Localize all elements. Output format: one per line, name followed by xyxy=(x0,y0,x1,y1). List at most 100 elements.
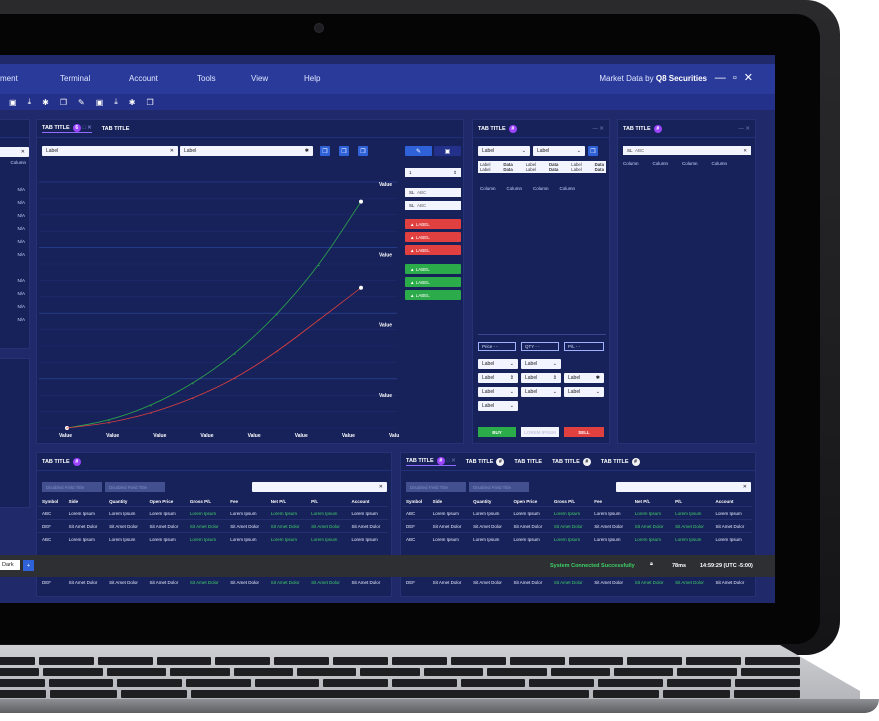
column-header[interactable]: Column xyxy=(559,186,576,191)
column-header[interactable]: Gross P/L xyxy=(553,499,576,504)
column-header[interactable]: P/L xyxy=(311,499,319,504)
pen-icon[interactable]: ✎ xyxy=(77,97,85,107)
tab-order[interactable]: TAB TITLE # xyxy=(478,124,517,133)
data-point[interactable] xyxy=(318,319,320,321)
left-panel-select[interactable]: ✕ xyxy=(0,147,29,157)
green-label-button[interactable]: ▲ LABEL xyxy=(405,277,461,287)
red-label-button[interactable]: ▲ LABEL xyxy=(405,232,461,242)
close-icon[interactable]: ✕ xyxy=(742,484,747,490)
data-point[interactable] xyxy=(150,405,152,407)
tab-right-5[interactable]: TAB TITLE # xyxy=(601,457,640,466)
save-icon[interactable]: ▣ xyxy=(95,97,104,107)
data-point[interactable] xyxy=(66,427,68,429)
close-icon[interactable]: ✕ xyxy=(169,148,174,154)
series-line-0[interactable] xyxy=(66,201,362,429)
close-icon[interactable]: ✕ xyxy=(20,149,25,155)
data-point[interactable] xyxy=(234,378,236,380)
column-header[interactable]: Column xyxy=(480,186,496,191)
positions-search[interactable]: ✕ xyxy=(252,482,387,492)
tab-chart-2[interactable]: TAB TITLE xyxy=(101,125,130,132)
column-header[interactable]: Symbol xyxy=(406,499,423,504)
copy-icon[interactable]: ❐ xyxy=(59,97,67,107)
column-header[interactable]: Gross P/L xyxy=(189,499,212,504)
sl-field-1[interactable]: SL ABC xyxy=(405,188,461,197)
column-header[interactable]: Account xyxy=(351,499,370,504)
copy-button[interactable]: ❐ xyxy=(320,146,330,156)
menu-item-account[interactable]: Account xyxy=(129,74,158,83)
buy-button[interactable]: BUY xyxy=(478,427,516,437)
order-select[interactable]: Label ✱ xyxy=(564,373,604,383)
data-point[interactable] xyxy=(192,397,194,400)
data-point[interactable] xyxy=(108,420,110,422)
table-row[interactable]: DEF Sit Amet Dolor Sit Amet Dolor Sit Amet … xyxy=(402,575,752,589)
copy-button[interactable]: ❐ xyxy=(339,146,349,156)
order-select[interactable]: Label ⌄ xyxy=(478,387,518,397)
positions-right-search[interactable]: ✕ xyxy=(616,482,751,492)
order-select[interactable]: Label ⌄ xyxy=(521,387,561,397)
download-icon[interactable]: ⤓ xyxy=(114,97,118,106)
menu-item-view[interactable]: View xyxy=(251,74,269,83)
data-point[interactable] xyxy=(276,351,278,353)
column-header[interactable]: Column xyxy=(533,186,549,191)
column-header[interactable]: Open Price xyxy=(149,499,174,504)
table-row[interactable]: ABC Lorem Ipsum Lorem Ipsum Lorem Ipsum Lore… xyxy=(402,532,752,546)
red-label-button[interactable]: ▲ LABEL xyxy=(405,245,461,255)
column-header[interactable]: Column xyxy=(623,161,639,166)
gear-icon[interactable]: ✱ xyxy=(128,97,136,107)
order-select[interactable]: Label ⌄ xyxy=(521,359,561,369)
menu-item-tools[interactable]: Tools xyxy=(197,74,216,83)
add-button[interactable]: + xyxy=(23,560,34,571)
column-header[interactable]: Net P/L xyxy=(634,499,651,504)
order-select[interactable]: Label ⌄ xyxy=(564,387,604,397)
table-row[interactable]: ABC Lorem Ipsum Lorem Ipsum Lorem Ipsum Lore… xyxy=(402,506,752,520)
chart-select-1[interactable]: Label ✕ xyxy=(42,146,178,156)
tab-chart-1[interactable]: TAB TITLE 6 □ ✕ xyxy=(42,124,92,133)
column-header[interactable]: Symbol xyxy=(42,499,59,504)
edit-button[interactable]: ✎ xyxy=(405,146,432,156)
column-header[interactable]: Net P/L xyxy=(270,499,287,504)
table-row[interactable]: ABC Lorem Ipsum Lorem Ipsum Lorem Ipsum Lore… xyxy=(38,506,388,520)
stepper-icon[interactable]: ⇕ xyxy=(453,169,457,175)
menu-item-management[interactable]: ment xyxy=(0,74,18,83)
tab-right-3[interactable]: TAB TITLE xyxy=(514,458,543,465)
series-line-1[interactable] xyxy=(66,287,362,429)
column-header[interactable]: Fee xyxy=(230,499,239,504)
data-point[interactable] xyxy=(359,199,363,204)
data-point[interactable] xyxy=(234,353,236,355)
tab-right[interactable]: TAB TITLE # xyxy=(623,124,662,133)
price-input[interactable]: Price - - xyxy=(478,342,516,351)
tab-right-2[interactable]: TAB TITLE # xyxy=(466,457,505,466)
green-label-button[interactable]: ▲ LABEL xyxy=(405,264,461,274)
window-controls[interactable]: — ▫ ✕ xyxy=(714,72,755,84)
table-row[interactable]: DEF Sit Amet Dolor Sit Amet Dolor Sit Amet … xyxy=(38,575,388,589)
column-header[interactable]: Side xyxy=(432,499,443,504)
column-header[interactable]: Account xyxy=(715,499,734,504)
data-point[interactable] xyxy=(108,422,110,424)
pl-input[interactable]: P/L - - xyxy=(564,342,604,351)
column-header[interactable]: Column xyxy=(711,161,728,166)
line-chart[interactable]: Value Value Value Value Value Value Value Value… xyxy=(39,162,402,440)
theme-toggle[interactable]: Dark xyxy=(0,560,20,570)
qty-input[interactable]: QTY - - xyxy=(521,342,559,351)
quantity-stepper[interactable]: 1 ⇕ xyxy=(405,168,461,177)
table-row[interactable]: ABC Lorem Ipsum Lorem Ipsum Lorem Ipsum Lore… xyxy=(38,532,388,546)
data-point[interactable] xyxy=(150,412,152,414)
gear-icon[interactable]: ✱ xyxy=(42,97,49,107)
save-icon[interactable]: ▣ xyxy=(9,97,17,107)
copy-icon[interactable]: ❐ xyxy=(146,97,154,107)
data-point[interactable] xyxy=(276,314,278,316)
tab-close-icon[interactable]: □ ✕ xyxy=(446,458,456,464)
close-icon[interactable]: ✕ xyxy=(378,484,383,490)
order-select[interactable]: Label ⌄ xyxy=(478,401,518,411)
order-select[interactable]: Label ⌄ xyxy=(478,359,518,369)
order-mid-button[interactable]: LOREM IPSUM xyxy=(521,427,559,437)
table-row[interactable]: DEF Sit Amet Dolor Sit Amet Dolor Sit Amet … xyxy=(402,519,752,533)
menu-item-help[interactable]: Help xyxy=(304,74,321,83)
order-select-1[interactable]: Label ⌄ xyxy=(478,146,530,156)
tab-close-icon[interactable]: □ ✕ xyxy=(82,125,92,131)
table-row[interactable]: DEF Sit Amet Dolor Sit Amet Dolor Sit Amet … xyxy=(38,519,388,533)
sl-field-2[interactable]: SL ABC xyxy=(405,201,461,210)
column-header[interactable]: P/L xyxy=(675,499,683,504)
chart-select-2[interactable]: Label ✱ xyxy=(180,146,313,156)
column-header[interactable]: Open Price xyxy=(513,499,538,504)
